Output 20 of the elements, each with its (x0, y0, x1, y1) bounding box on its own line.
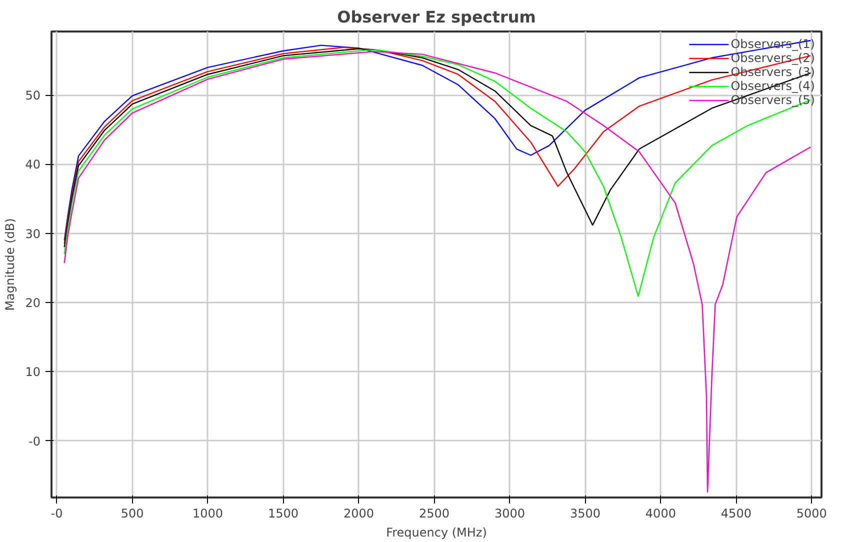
x-tick-label: 3500 (570, 506, 600, 520)
chart-title: Observer Ez spectrum (337, 8, 536, 26)
x-tick-label: 2000 (343, 506, 374, 520)
x-tick-label: 4500 (720, 506, 752, 520)
x-tick-label: 1000 (192, 506, 224, 520)
x-tick-label: 500 (120, 506, 144, 520)
y-tick-label: 50 (25, 88, 41, 103)
y-tick-label: 20 (25, 296, 41, 310)
x-axis-title: Frequency (MHz) (386, 526, 487, 540)
x-tick-label: 2500 (418, 506, 450, 520)
y-tick-label: -0 (28, 434, 41, 448)
y-axis-title: Magnitude (dB) (3, 218, 18, 311)
x-tick-label: 5000 (796, 506, 827, 520)
x-tick-label: 3000 (494, 506, 526, 520)
x-tick-label: 4000 (645, 506, 676, 520)
x-tick-label: -0 (50, 506, 63, 520)
y-tick-label: 30 (25, 226, 41, 241)
x-tick-label: 1500 (268, 506, 299, 520)
y-tick-label: 10 (25, 365, 41, 380)
y-tick-label: 40 (25, 158, 41, 172)
